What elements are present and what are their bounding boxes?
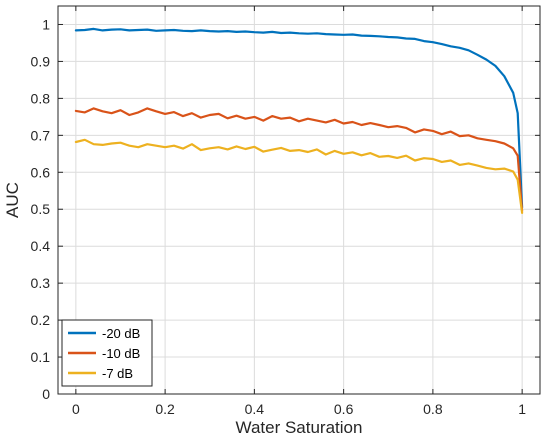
x-tick-label: 0 (72, 401, 80, 417)
y-tick-label: 0.1 (31, 349, 51, 365)
y-tick-label: 0 (42, 386, 50, 402)
series-line-2 (74, 107, 524, 213)
x-axis-label: Water Saturation (236, 418, 363, 437)
y-tick-label: 0.3 (31, 275, 51, 291)
y-tick-label: 0.6 (31, 164, 51, 180)
legend-label: -10 dB (102, 346, 140, 361)
series-line-1 (74, 27, 524, 209)
legend-label: -20 dB (102, 326, 140, 341)
x-tick-label: 0.4 (245, 401, 265, 417)
y-tick-label: 0.8 (31, 90, 51, 106)
y-tick-label: 0.5 (31, 201, 51, 217)
legend: -20 dB -10 dB -7 dB (61, 319, 153, 387)
y-axis-label: AUC (3, 182, 22, 218)
y-tick-label: 1 (42, 16, 50, 32)
x-tick-label: 1 (518, 401, 526, 417)
legend-label: -7 dB (102, 366, 133, 381)
y-tick-label: 0.2 (31, 312, 51, 328)
data-series (74, 27, 524, 214)
y-tick-label: 0.9 (31, 53, 51, 69)
y-tick-label: 0.4 (31, 238, 51, 254)
x-tick-label: 0.8 (423, 401, 443, 417)
x-tick-label: 0.6 (334, 401, 354, 417)
x-tick-label: 0.2 (155, 401, 175, 417)
axis-ticks (58, 6, 540, 395)
y-tick-label: 0.7 (31, 127, 51, 143)
axes-box (57, 5, 541, 395)
series-line-3 (74, 138, 524, 214)
